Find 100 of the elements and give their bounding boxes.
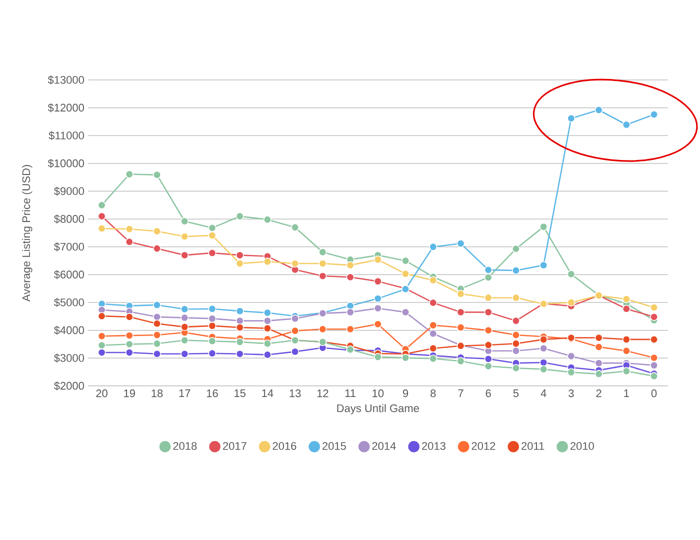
point bbox=[153, 244, 162, 253]
y-axis-title: Average Listing Price (USD) bbox=[22, 165, 32, 302]
point bbox=[318, 272, 327, 280]
x-tick-label: 9 bbox=[402, 390, 408, 398]
y-tick-label: $10000 bbox=[48, 159, 84, 168]
point bbox=[125, 225, 134, 234]
point bbox=[622, 304, 630, 313]
point bbox=[540, 344, 548, 352]
point bbox=[429, 354, 438, 363]
point bbox=[153, 227, 162, 236]
point bbox=[236, 307, 244, 316]
y-tick-label: $12000 bbox=[48, 103, 84, 112]
point bbox=[374, 304, 382, 312]
point bbox=[512, 244, 520, 253]
point bbox=[318, 325, 327, 334]
y-tick-label: $6000 bbox=[54, 270, 84, 280]
point bbox=[208, 224, 216, 232]
y-tick-label: $7000 bbox=[54, 242, 84, 252]
point bbox=[567, 114, 576, 122]
point bbox=[346, 308, 354, 316]
point bbox=[180, 232, 189, 241]
point bbox=[456, 324, 465, 332]
point bbox=[208, 249, 216, 258]
point bbox=[484, 308, 492, 316]
x-tick-label: 17 bbox=[179, 390, 190, 398]
point bbox=[456, 357, 465, 366]
y-tick-label: $2000 bbox=[54, 382, 84, 390]
point bbox=[291, 260, 300, 268]
point bbox=[236, 338, 244, 346]
point bbox=[98, 332, 106, 340]
point bbox=[567, 368, 576, 376]
point bbox=[456, 290, 465, 298]
y-tick-label: $9000 bbox=[54, 186, 84, 196]
x-tick-label: 10 bbox=[372, 390, 384, 398]
point bbox=[291, 348, 300, 356]
point bbox=[236, 260, 244, 268]
legend-label: 2011 bbox=[522, 442, 544, 450]
y-tick-label: $13000 bbox=[48, 76, 84, 85]
point bbox=[125, 348, 134, 357]
point bbox=[180, 251, 189, 260]
point bbox=[512, 346, 520, 355]
point bbox=[180, 305, 189, 314]
x-tick-label: 12 bbox=[317, 390, 328, 398]
point bbox=[594, 343, 603, 352]
legend-label: 2014 bbox=[372, 442, 396, 450]
point bbox=[263, 340, 272, 348]
point bbox=[650, 372, 658, 380]
point bbox=[429, 276, 438, 284]
point bbox=[236, 324, 244, 332]
x-axis-title: Days Until Game bbox=[337, 404, 419, 414]
point bbox=[512, 316, 520, 325]
point bbox=[346, 261, 354, 270]
point bbox=[484, 266, 492, 274]
point bbox=[402, 270, 410, 278]
point bbox=[429, 321, 438, 330]
x-tick-label: 20 bbox=[96, 390, 108, 398]
point bbox=[318, 260, 327, 268]
x-tick-label: 3 bbox=[568, 390, 574, 398]
point bbox=[594, 370, 603, 378]
point bbox=[512, 331, 520, 340]
point bbox=[484, 354, 492, 363]
x-tick-label: 7 bbox=[458, 390, 464, 398]
x-tick-label: 1 bbox=[624, 390, 629, 398]
point bbox=[512, 294, 520, 302]
point bbox=[650, 354, 658, 362]
point bbox=[236, 251, 244, 260]
point bbox=[512, 364, 520, 372]
point bbox=[456, 308, 465, 316]
point bbox=[540, 261, 548, 270]
x-tick-label: 6 bbox=[486, 390, 491, 398]
point bbox=[374, 256, 382, 264]
legend-label: 2017 bbox=[223, 442, 246, 450]
point bbox=[594, 106, 603, 114]
point bbox=[263, 350, 272, 359]
point bbox=[429, 242, 438, 251]
x-tick-label: 15 bbox=[234, 390, 246, 398]
point bbox=[98, 212, 106, 220]
point bbox=[98, 341, 106, 350]
x-tick-label: 18 bbox=[152, 390, 163, 398]
point bbox=[208, 304, 216, 313]
point bbox=[263, 308, 272, 317]
point bbox=[429, 330, 438, 338]
y-tick-label: $4000 bbox=[54, 326, 84, 335]
point bbox=[374, 294, 382, 303]
point bbox=[346, 325, 354, 334]
point bbox=[208, 322, 216, 330]
point bbox=[622, 346, 630, 355]
point bbox=[650, 336, 658, 344]
point bbox=[208, 314, 216, 323]
point bbox=[512, 340, 520, 348]
point bbox=[484, 362, 492, 370]
x-tick-label: 4 bbox=[540, 390, 546, 398]
x-tick-label: 0 bbox=[651, 390, 657, 398]
point bbox=[180, 314, 189, 322]
point bbox=[153, 350, 162, 358]
point bbox=[125, 340, 134, 348]
point bbox=[402, 308, 410, 316]
point bbox=[622, 336, 630, 344]
point bbox=[291, 314, 300, 323]
point bbox=[291, 326, 300, 335]
